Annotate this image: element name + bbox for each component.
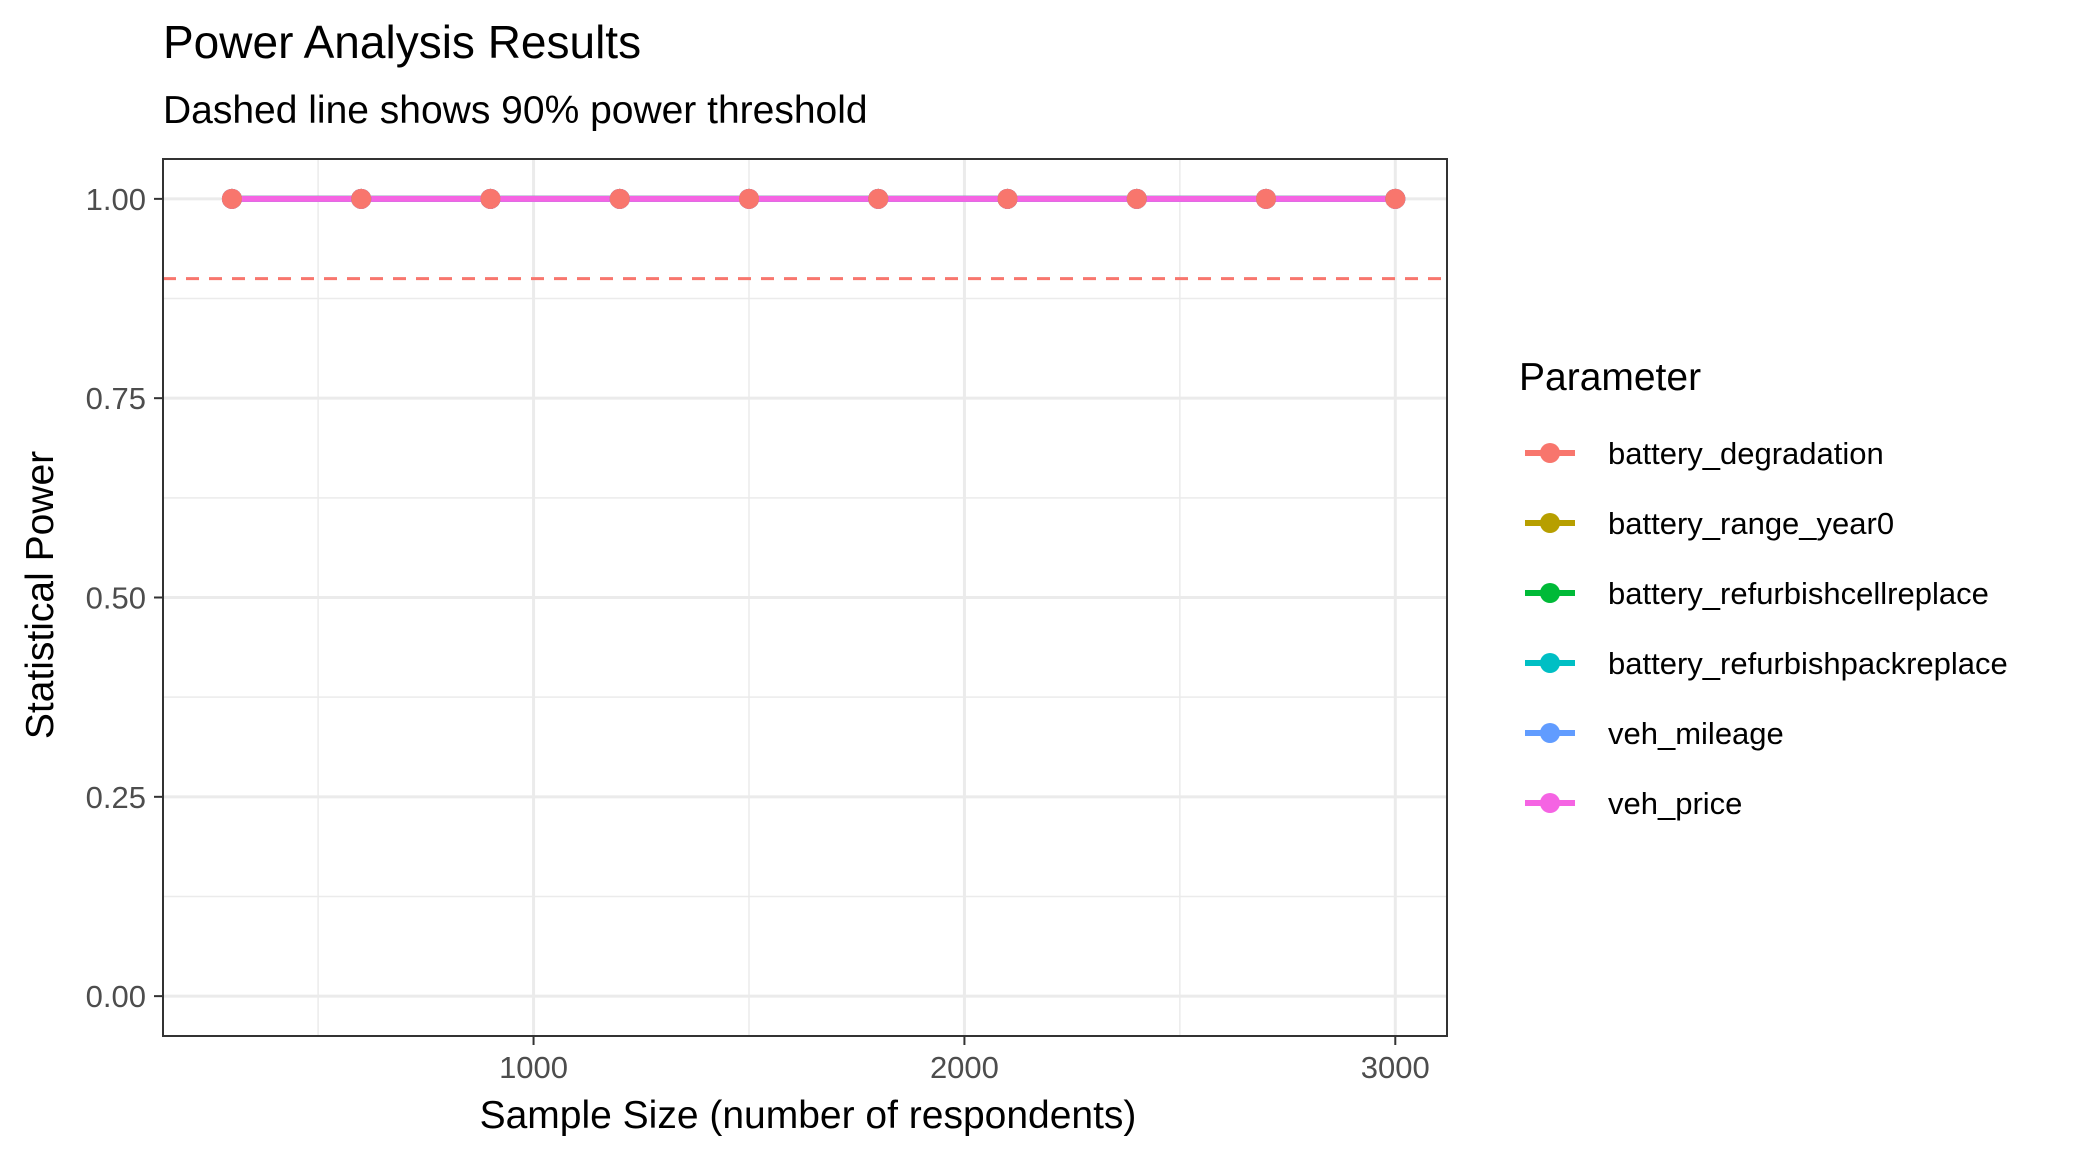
x-axis-title: Sample Size (number of respondents) (480, 1094, 1137, 1137)
data-point-top-battery_degradation (351, 188, 372, 209)
data-point-top-battery_degradation (997, 188, 1018, 209)
legend: Parameter battery_degradation battery_ran… (1519, 356, 2008, 821)
x-tick-label: 3000 (1361, 1050, 1430, 1085)
legend-label: battery_degradation (1608, 436, 1884, 471)
legend-item: battery_refurbishcellreplace (1525, 576, 1989, 611)
data-point-top-battery_degradation (1126, 188, 1147, 209)
y-tick-label: 0.00 (86, 979, 146, 1014)
legend-item: battery_range_year0 (1525, 506, 1894, 541)
legend-key-point (1540, 793, 1560, 813)
grid-lines (163, 159, 1447, 1036)
legend-label: battery_refurbishpackreplace (1608, 646, 2008, 681)
legend-label: veh_price (1608, 786, 1742, 821)
y-tick-label: 0.75 (86, 381, 146, 416)
data-point-top-battery_degradation (868, 188, 889, 209)
y-tick-label: 0.50 (86, 581, 146, 616)
data-point-top-battery_degradation (738, 188, 759, 209)
x-tick-label: 1000 (499, 1050, 568, 1085)
data-point-top-battery_degradation (1256, 188, 1277, 209)
legend-item: battery_degradation (1525, 436, 1884, 471)
legend-key-point (1540, 653, 1560, 673)
legend-item: battery_refurbishpackreplace (1525, 646, 2008, 681)
chart-title: Power Analysis Results (163, 16, 641, 68)
legend-label: battery_range_year0 (1608, 506, 1894, 541)
legend-item: veh_price (1525, 786, 1742, 821)
axis-ticks: 0.00 0.25 0.50 0.75 1.00 1000 2000 3000 (86, 182, 1430, 1085)
x-tick-label: 2000 (930, 1050, 999, 1085)
chart-subtitle: Dashed line shows 90% power threshold (163, 89, 868, 132)
legend-key-point (1540, 513, 1560, 533)
data-point-top-battery_degradation (480, 188, 501, 209)
legend-title: Parameter (1519, 356, 1701, 399)
data-point-top-battery_degradation (221, 188, 242, 209)
legend-label: battery_refurbishcellreplace (1608, 576, 1989, 611)
legend-item: veh_mileage (1525, 716, 1784, 751)
y-tick-label: 1.00 (86, 182, 146, 217)
data-point-top-battery_degradation (609, 188, 630, 209)
y-tick-label: 0.25 (86, 780, 146, 815)
legend-key-point (1540, 583, 1560, 603)
data-point-top-battery_degradation (1385, 188, 1406, 209)
legend-label: veh_mileage (1608, 716, 1784, 751)
legend-key-point (1540, 443, 1560, 463)
legend-key-point (1540, 723, 1560, 743)
plot-marks (163, 188, 1447, 281)
y-axis-title: Statistical Power (19, 451, 62, 739)
